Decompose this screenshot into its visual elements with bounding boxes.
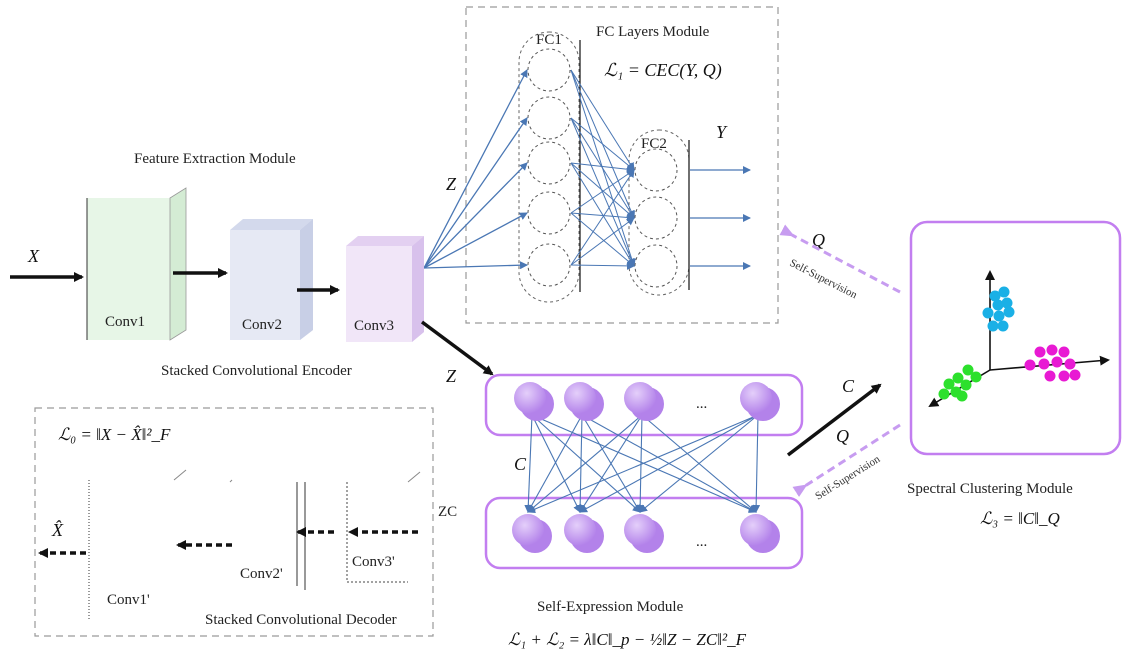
decoder-conv3-label: Conv3' — [352, 554, 395, 570]
encoder-conv3-block: Conv3 — [346, 236, 424, 342]
self-expression-connections — [524, 414, 761, 513]
fc1-node — [527, 141, 571, 185]
fc1-node — [527, 48, 571, 92]
self-expression-title: Self-Expression Module — [537, 599, 684, 615]
encoder-conv3-label: Conv3 — [354, 318, 394, 334]
fc2-label: FC2 — [641, 136, 667, 152]
fc-module-formula: ℒ₁ = CEC(Y, Q) — [604, 60, 722, 81]
decoder-output-label-xhat: X̂ — [51, 520, 64, 540]
spectral-formula: ℒ₃ = ‖C‖_Q — [980, 509, 1060, 528]
spectral-plot-box — [909, 220, 1122, 456]
fc1-node — [527, 243, 571, 287]
self-expression-node — [514, 382, 554, 421]
z-to-fc1-arrows — [423, 69, 528, 270]
fc1-column — [518, 31, 580, 303]
self-expression-top-ellipsis: ... — [696, 396, 707, 412]
spectral-clustering-module: C Q Self-Supervision Q Self-Supervision — [779, 220, 1122, 528]
encoder-input-label-x: X — [27, 246, 40, 266]
decoder-formula: ℒ₀ = ‖X − X̂‖²_F — [58, 425, 171, 444]
fc-output-label-y: Y — [716, 122, 728, 142]
self-expression-bottom-ellipsis: ... — [696, 534, 707, 550]
decoder-input-label-zc: ZC — [438, 504, 457, 520]
self-expression-module: C ... ... Self-Expression Module ℒ₁ + ℒ₂… — [484, 373, 804, 649]
fc1-node — [527, 96, 571, 140]
self-expression-top-nodes: ... — [514, 382, 780, 421]
encoder-caption: Stacked Convolutional Encoder — [161, 363, 352, 379]
self-expression-node — [624, 514, 664, 553]
encoder-conv2-block: Conv2 — [230, 219, 313, 340]
decoder-conv1-block: Conv1' — [88, 469, 187, 620]
fc2-column — [628, 129, 690, 296]
encoder-to-self-expression-arrow — [420, 320, 494, 376]
encoder-conv2-label: Conv2 — [242, 317, 282, 333]
fc2-node — [634, 196, 678, 240]
fc2-nodes — [634, 148, 678, 288]
self-expression-node — [564, 514, 604, 553]
decoder-module: ℒ₀ = ‖X − X̂‖²_F Conv3' ZC Conv2' Conv1'… — [34, 407, 457, 637]
fc2-output-arrows — [690, 166, 751, 270]
self-supervision-label-bottom: Self-Supervision — [813, 453, 882, 503]
cluster-magenta — [1024, 344, 1081, 382]
self-expression-node — [624, 382, 664, 421]
self-expression-node — [740, 514, 780, 553]
decoder-caption: Stacked Convolutional Decoder — [205, 612, 397, 628]
fc-module-title: FC Layers Module — [596, 24, 710, 40]
self-expression-bottom-nodes: ... — [512, 514, 780, 553]
self-expression-coef-label: C — [514, 454, 527, 474]
fc1-node — [527, 191, 571, 235]
feature-extraction-module: Feature Extraction Module X Conv1 Conv2 … — [10, 151, 424, 379]
spectral-title: Spectral Clustering Module — [907, 481, 1073, 497]
self-expression-formula: ℒ₁ + ℒ₂ = λ‖C‖_p − ½‖Z − ZC‖²_F — [508, 630, 747, 649]
encoder-conv1-block: Conv1 — [86, 187, 187, 341]
self-expression-node — [740, 382, 780, 421]
self-supervision-arrow-top — [779, 224, 901, 294]
decoder-conv2-block: Conv2' — [229, 479, 306, 590]
self-expression-node — [564, 382, 604, 421]
decoder-conv2-label: Conv2' — [240, 566, 283, 582]
self-expression-input-label-z: Z — [446, 366, 457, 386]
encoder-conv1-label: Conv1 — [105, 314, 145, 330]
fc-module-border — [465, 6, 779, 324]
fc1-to-fc2-arrows — [570, 69, 636, 270]
q-label-bottom: Q — [836, 426, 849, 446]
fc-layers-module: FC Layers Module ℒ₁ = CEC(Y, Q) FC1 FC2 — [423, 6, 779, 324]
self-supervision-arrow-bottom — [792, 423, 901, 497]
fc1-nodes — [527, 48, 571, 287]
spectral-c-label: C — [842, 376, 855, 396]
c-to-spectral-arrow — [786, 383, 882, 457]
self-expression-node — [512, 514, 552, 553]
fc2-node — [634, 244, 678, 288]
fc2-node — [634, 148, 678, 192]
decoder-conv1-label: Conv1' — [107, 592, 150, 608]
q-label-top: Q — [812, 230, 825, 250]
decoder-module-border — [34, 407, 434, 637]
cluster-cyan — [982, 286, 1015, 332]
fc-input-label-z: Z — [446, 174, 457, 194]
fc1-label: FC1 — [536, 32, 562, 48]
decoder-conv3-block: Conv3' — [346, 471, 421, 583]
feature-extraction-title: Feature Extraction Module — [134, 151, 296, 167]
cluster-green — [938, 364, 982, 402]
